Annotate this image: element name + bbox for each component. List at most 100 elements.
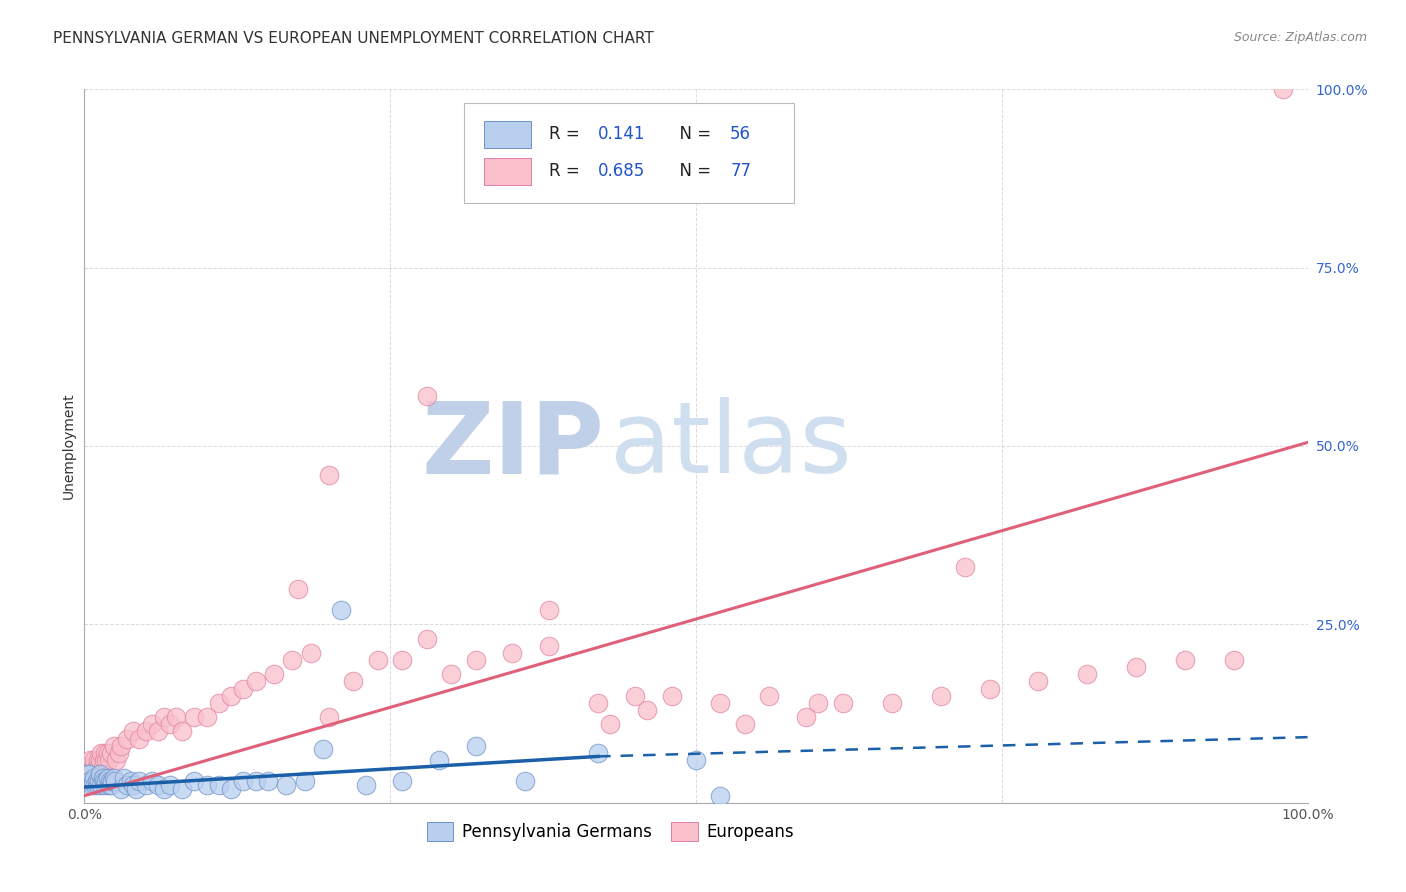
Point (1125, 660, 1147, 674)
Point (159, 778, 181, 792)
Point (807, 696, 830, 710)
Point (538, 603, 561, 617)
Point (1076, 667, 1098, 681)
Point (115, 731, 138, 746)
Point (128, 774, 150, 789)
Point (93, 753, 115, 767)
Point (93, 774, 115, 789)
Point (165, 710, 187, 724)
Point (101, 774, 124, 789)
Point (77, 767, 100, 781)
Point (153, 781, 176, 796)
Text: N =: N = (669, 125, 717, 143)
Point (77, 760, 100, 774)
Point (84, 767, 107, 781)
Point (464, 739, 486, 753)
Point (831, 696, 853, 710)
Point (128, 731, 150, 746)
Point (427, 753, 450, 767)
FancyBboxPatch shape (484, 158, 531, 185)
Point (120, 774, 142, 789)
Text: R =: R = (550, 162, 591, 180)
Text: N =: N = (669, 162, 717, 180)
Point (232, 681, 254, 696)
Point (219, 689, 242, 703)
Point (94, 746, 117, 760)
Point (1174, 653, 1197, 667)
Point (80, 778, 103, 792)
Point (112, 771, 135, 785)
Point (86, 774, 108, 789)
Point (538, 639, 561, 653)
Point (440, 667, 463, 681)
Point (513, 774, 536, 789)
Point (318, 710, 340, 724)
Point (91, 771, 114, 785)
Point (257, 774, 280, 789)
Point (979, 681, 1001, 696)
Point (104, 774, 127, 789)
Text: Source: ZipAtlas.com: Source: ZipAtlas.com (1233, 31, 1367, 45)
Point (734, 717, 756, 731)
Point (82, 760, 104, 774)
Point (97, 771, 120, 785)
Point (90, 746, 112, 760)
Point (599, 717, 621, 731)
Point (208, 696, 231, 710)
Point (79, 774, 101, 789)
Point (245, 774, 267, 789)
Point (709, 696, 731, 710)
Point (110, 781, 132, 796)
Point (1223, 653, 1246, 667)
Point (82, 774, 104, 789)
Point (80, 767, 103, 781)
Text: 77: 77 (730, 162, 751, 180)
Point (464, 653, 486, 667)
Point (76, 760, 98, 774)
Point (96, 753, 118, 767)
Point (103, 739, 125, 753)
Text: ZIP: ZIP (422, 398, 605, 494)
Point (502, 646, 524, 660)
Point (87, 778, 110, 792)
Point (183, 710, 205, 724)
Point (245, 674, 267, 689)
Y-axis label: Unemployment: Unemployment (62, 392, 76, 500)
Point (232, 774, 254, 789)
Point (107, 746, 129, 760)
Point (77, 774, 100, 789)
Point (110, 739, 132, 753)
Point (929, 689, 952, 703)
Point (135, 724, 157, 739)
Point (122, 778, 145, 792)
Point (141, 717, 163, 731)
Point (287, 582, 309, 596)
Point (83, 771, 105, 785)
Point (96, 774, 118, 789)
Point (79, 753, 101, 767)
Point (299, 646, 322, 660)
Point (105, 753, 128, 767)
Point (97, 778, 120, 792)
Point (98, 774, 121, 789)
Point (89, 753, 111, 767)
Point (183, 774, 205, 789)
Point (100, 746, 122, 760)
Point (758, 689, 780, 703)
Point (354, 778, 377, 792)
Text: R =: R = (550, 125, 591, 143)
Legend: Pennsylvania Germans, Europeans: Pennsylvania Germans, Europeans (420, 815, 801, 848)
Point (100, 778, 122, 792)
Point (391, 653, 413, 667)
Text: PENNSYLVANIA GERMAN VS EUROPEAN UNEMPLOYMENT CORRELATION CHART: PENNSYLVANIA GERMAN VS EUROPEAN UNEMPLOY… (53, 31, 654, 46)
Point (94, 778, 117, 792)
Text: atlas: atlas (610, 398, 852, 494)
Point (76, 767, 98, 781)
FancyBboxPatch shape (464, 103, 794, 203)
Point (636, 703, 658, 717)
Point (87, 774, 110, 789)
Point (115, 778, 138, 792)
Point (125, 781, 148, 796)
Point (661, 689, 683, 703)
Point (172, 781, 194, 796)
